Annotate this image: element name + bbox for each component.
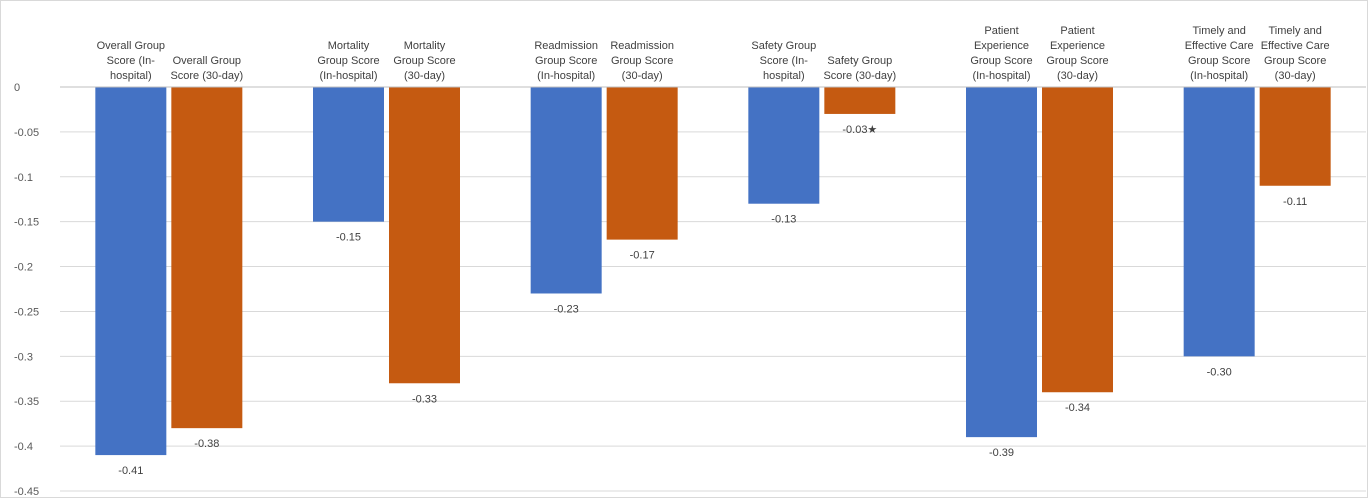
y-tick-label: -0.25 [14, 306, 39, 318]
gridlines [60, 131, 1366, 492]
category-label: Readmission Group Score (30-day) [610, 40, 674, 82]
y-tick-label: -0.1 [14, 172, 33, 184]
data-label: -0.34 [1065, 402, 1090, 414]
bar-thirty-day [1042, 87, 1113, 393]
y-tick-label: -0.45 [14, 486, 39, 498]
y-tick-label: 0 [14, 82, 20, 94]
category-label: Timely and Effective Care Group Score (In-h… [1185, 25, 1254, 82]
category-label: Safety Group Score (In-hospital) [751, 40, 816, 82]
data-label: -0.15 [336, 232, 361, 244]
bar-thirty-day [389, 87, 460, 384]
category-label: Overall Group Score (In-hospital) [97, 40, 165, 82]
bars [95, 87, 1331, 456]
data-label: -0.13 [771, 214, 796, 226]
bar-in-hospital [95, 87, 167, 456]
category-label: Patient Experience Group Score (In-hospital… [970, 25, 1032, 82]
y-axis-tick-labels: 0 -0.05 -0.1 -0.15 -0.2 -0.25 -0.3 -0.35 -0.4 -0.… [14, 82, 39, 498]
data-label: -0.39 [989, 447, 1014, 459]
category-label: Readmission Group Score (In-hospital) [534, 40, 598, 82]
bar-in-hospital [530, 87, 602, 294]
y-tick-label: -0.35 [14, 396, 39, 408]
category-label: Overall Group Score (30-day) [170, 55, 243, 82]
data-label: -0.41 [118, 465, 143, 477]
data-label: -0.23 [554, 303, 579, 315]
data-label: -0.17 [630, 250, 655, 262]
y-tick-label: -0.2 [14, 262, 33, 274]
category-labels: Overall Group Score (In-hospital)Overall … [97, 25, 1330, 82]
y-tick-label: -0.3 [14, 351, 33, 363]
bar-thirty-day [1259, 87, 1331, 186]
category-label: Safety Group Score (30-day) [823, 55, 896, 82]
bar-in-hospital [966, 87, 1037, 438]
category-label: Patient Experience Group Score (30-day) [1046, 25, 1108, 82]
category-label: Timely and Effective Care Group Score (30-d… [1261, 25, 1330, 82]
bar-in-hospital [313, 87, 384, 222]
bar-in-hospital [748, 87, 820, 204]
y-tick-label: -0.15 [14, 217, 39, 229]
bar-thirty-day [606, 87, 678, 240]
bar-thirty-day [824, 87, 896, 114]
category-label: Mortality Group Score (In-hospital) [317, 40, 379, 82]
data-label: -0.30 [1207, 366, 1232, 378]
data-labels: -0.41 -0.38 -0.15 -0.33 -0.23 -0.17 -0.13 -0.03… [118, 124, 1307, 477]
data-label: -0.33 [412, 393, 437, 405]
data-label: -0.03★ [842, 124, 877, 136]
data-label: -0.11 [1283, 196, 1307, 208]
category-label: Mortality Group Score (30-day) [393, 40, 455, 82]
bar-in-hospital [1183, 87, 1255, 357]
y-tick-label: -0.4 [14, 441, 33, 453]
data-label: -0.38 [194, 438, 219, 450]
bar-thirty-day [171, 87, 243, 429]
y-tick-label: -0.05 [14, 127, 39, 139]
